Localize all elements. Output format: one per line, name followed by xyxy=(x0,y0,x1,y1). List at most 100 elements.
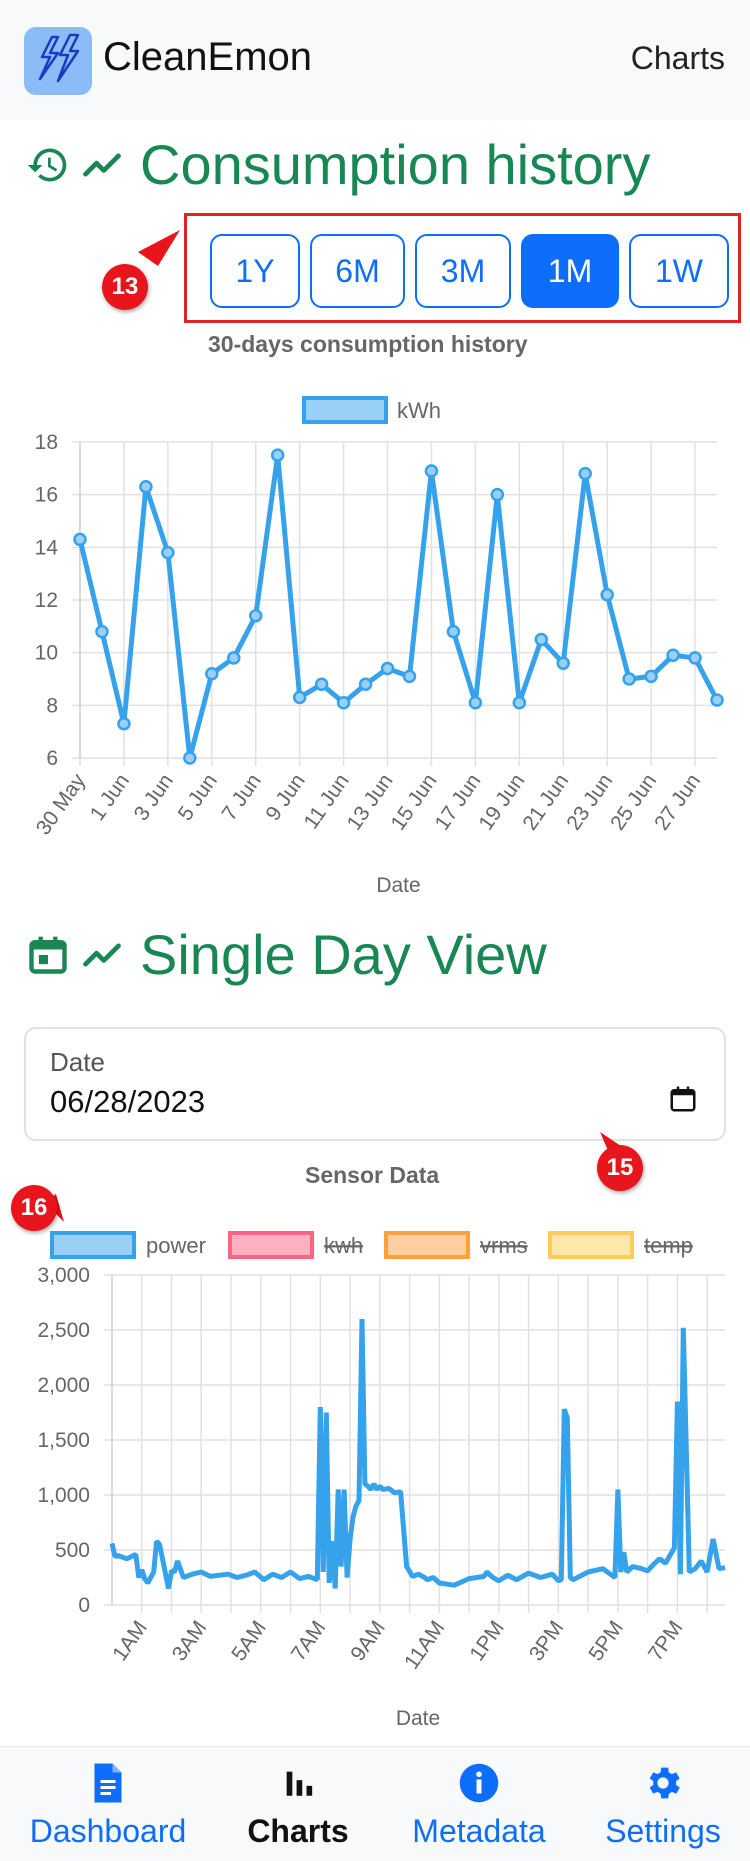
range-3m-button[interactable]: 3M xyxy=(415,234,511,308)
x-axis-title: Date xyxy=(376,874,420,897)
trending-up-icon xyxy=(83,942,121,967)
x-tick-label: 21 Jun xyxy=(518,770,573,835)
range-6m-button[interactable]: 6M xyxy=(310,234,405,308)
data-point xyxy=(600,587,614,602)
x-tick-label: 7PM xyxy=(644,1617,688,1666)
y-tick-label: 18 xyxy=(35,431,58,454)
data-point xyxy=(95,624,109,639)
tab-charts[interactable]: Charts xyxy=(238,1747,358,1861)
data-point xyxy=(710,693,724,707)
app-name: CleanEmon xyxy=(103,35,313,79)
x-tick-label: 7 Jun xyxy=(218,770,266,825)
y-tick-label: 6 xyxy=(46,747,58,770)
info-icon xyxy=(459,1763,499,1803)
x-tick-label: 13 Jun xyxy=(343,770,398,835)
x-tick-label: 5PM xyxy=(584,1617,628,1666)
date-field-value[interactable]: 06/28/2023 xyxy=(50,1084,206,1119)
nav-link-charts[interactable]: Charts xyxy=(630,40,725,76)
x-tick-label: 30 May xyxy=(32,769,91,839)
data-point xyxy=(73,532,87,547)
annotation-badge-15: 15 xyxy=(597,1145,643,1191)
legend-swatch xyxy=(548,1231,634,1259)
app-logo[interactable] xyxy=(24,27,92,95)
data-point xyxy=(688,651,702,665)
legend-item-power[interactable]: power xyxy=(50,1231,206,1259)
legend-label: temp xyxy=(644,1233,693,1258)
series-line-power xyxy=(109,1318,726,1589)
tab-dashboard-label: Dashboard xyxy=(29,1813,187,1849)
x-tick-label: 3AM xyxy=(168,1617,212,1666)
sensor-data-chart: power kwh vrms temp 0 500 1,000 1,500 2,000 2,500… xyxy=(37,1231,726,1730)
x-tick-label: 27 Jun xyxy=(650,770,705,835)
range-1m-button[interactable]: 1M xyxy=(521,234,619,308)
x-tick-label: 25 Jun xyxy=(606,770,661,835)
legend-label: kwh xyxy=(324,1233,363,1258)
annotation-badge-13: 13 xyxy=(102,264,148,310)
annotation-box-13 xyxy=(184,213,741,323)
data-point xyxy=(556,656,570,670)
tab-settings[interactable]: Settings xyxy=(598,1747,728,1861)
tab-dashboard[interactable]: Dashboard xyxy=(28,1747,188,1861)
document-icon xyxy=(94,1763,122,1803)
data-point xyxy=(205,666,219,681)
history-icon xyxy=(27,148,67,181)
data-point xyxy=(622,672,636,686)
tab-settings-label: Settings xyxy=(605,1813,721,1849)
data-point xyxy=(183,751,197,765)
x-tick-label: 15 Jun xyxy=(387,770,442,835)
bottom-navigation: Dashboard Charts Metadata xyxy=(0,1746,750,1861)
x-tick-label: 7AM xyxy=(287,1617,331,1666)
data-point xyxy=(644,669,658,684)
data-point xyxy=(424,464,439,478)
legend-swatch xyxy=(50,1231,136,1259)
y-tick-label: 8 xyxy=(46,694,58,717)
legend-item-temp[interactable]: temp xyxy=(548,1231,693,1259)
data-point xyxy=(314,677,329,692)
data-point xyxy=(336,695,351,710)
range-1y-button[interactable]: 1Y xyxy=(210,234,300,308)
legend-item-kwh[interactable]: kWh xyxy=(302,396,441,424)
legend-item-vrms[interactable]: vrms xyxy=(384,1231,528,1259)
single-day-heading: Single Day View xyxy=(26,922,547,987)
tab-charts-label: Charts xyxy=(247,1813,349,1849)
legend-label: vrms xyxy=(480,1233,528,1258)
y-tick-label: 12 xyxy=(35,589,58,612)
x-tick-label: 5AM xyxy=(227,1617,271,1666)
data-point xyxy=(117,717,131,731)
data-point xyxy=(512,695,527,710)
x-tick-label: 5 Jun xyxy=(174,770,222,825)
data-point xyxy=(446,624,461,639)
consumption-history-title: Consumption history xyxy=(140,133,651,196)
gear-icon xyxy=(649,1767,680,1799)
range-1w-button[interactable]: 1W xyxy=(629,234,729,308)
y-tick-label: 500 xyxy=(55,1539,90,1562)
data-point xyxy=(534,632,549,647)
bar-chart-icon xyxy=(286,1771,313,1796)
data-point xyxy=(666,648,680,663)
calendar-icon xyxy=(29,936,67,974)
legend-item-kwh[interactable]: kwh xyxy=(228,1231,363,1259)
data-point xyxy=(380,661,395,676)
data-point xyxy=(468,695,483,710)
x-tick-label: 17 Jun xyxy=(430,770,485,835)
x-tick-label: 11AM xyxy=(400,1617,449,1674)
calendar-picker-icon[interactable] xyxy=(668,1083,698,1115)
data-point xyxy=(161,545,175,560)
data-point xyxy=(270,448,285,462)
legend-swatch xyxy=(384,1231,470,1259)
x-tick-label: 9AM xyxy=(346,1617,390,1666)
tab-metadata[interactable]: Metadata xyxy=(404,1747,554,1861)
y-tick-label: 16 xyxy=(35,484,58,507)
history-chart-title: 30-days consumption history xyxy=(208,331,528,357)
sensor-chart-title: Sensor Data xyxy=(305,1162,440,1188)
data-point xyxy=(292,690,307,705)
x-axis-title: Date xyxy=(396,1707,440,1730)
x-tick-label: 1 Jun xyxy=(86,770,134,825)
app-header: CleanEmon Charts xyxy=(0,0,750,120)
data-point xyxy=(578,466,592,481)
x-tick-label: 3 Jun xyxy=(130,770,178,825)
data-point xyxy=(490,487,505,502)
data-point xyxy=(227,651,241,665)
date-picker-field[interactable]: Date 06/28/2023 xyxy=(24,1027,726,1141)
